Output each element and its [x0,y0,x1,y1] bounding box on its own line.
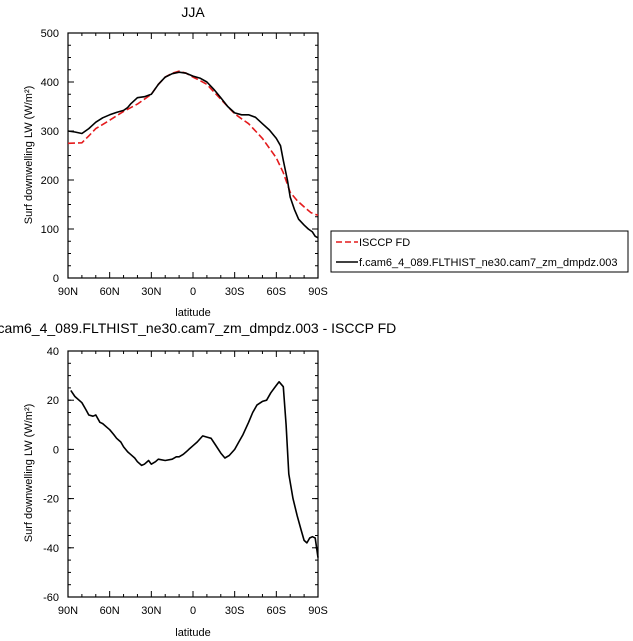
bottom-chart-difference: f.cam6_4_089.FLTHIST_ne30.cam7_zm_dmpdz.… [0,320,396,639]
bottom-chart-x-tick-label: 0 [190,605,196,617]
top-chart-plot-frame [67,32,319,279]
legend-box [330,230,629,273]
bottom-chart-x-tick-label: 60N [100,605,120,617]
bottom-chart-series-line-0 [70,381,319,558]
bottom-chart-x-tick-label: 90N [58,605,78,617]
top-chart-y-tick-label: 0 [53,273,59,285]
legend-label-isccp-fd: ISCCP FD [359,237,410,249]
bottom-chart-x-tick-label: 90S [308,605,328,617]
top-chart-legend: ISCCP FD f.cam6_4_089.FLTHIST_ne30.cam7_… [330,230,629,273]
top-chart-x-tick-label: 30N [141,286,161,298]
bottom-chart-y-tick-label: 40 [47,346,59,358]
bottom-chart-y-tick-label: 20 [47,395,59,407]
top-chart-series-line-1 [67,71,319,239]
top-chart-title: JJA [181,4,205,20]
top-chart-absolute-lw: JJA 90N 60N 30N 0 30S 60S 90S0100200300400500 … [23,4,328,319]
top-chart-y-tick-label: 100 [41,224,59,236]
top-chart-x-tick-label: 30S [225,286,245,298]
bottom-chart-y-tick-label: -60 [43,592,59,604]
bottom-chart-x-tick-label: 30S [225,605,245,617]
top-chart-x-tick-label: 90S [308,286,328,298]
top-chart-x-tick-label: 60S [267,286,287,298]
bottom-chart-y-tick-label: 0 [53,444,59,456]
top-chart-x-tick-label: 60N [100,286,120,298]
bottom-chart-y-tick-label: -40 [43,543,59,555]
bottom-chart-title: f.cam6_4_089.FLTHIST_ne30.cam7_zm_dmpdz.… [0,320,396,336]
top-chart-y-tick-label: 300 [41,126,59,138]
top-chart-x-tick-label: 0 [190,286,196,298]
top-chart-x-axis-label: latitude [175,307,210,319]
bottom-chart-x-tick-label: 30N [141,605,161,617]
bottom-chart-x-axis-label: latitude [175,627,210,639]
top-chart-y-tick-label: 200 [41,175,59,187]
bottom-chart-plot-frame [67,350,319,598]
top-chart-series-line-0 [67,70,319,217]
top-chart-y-tick-label: 400 [41,77,59,89]
top-chart-y-axis-label: Surf downwelling LW (W/m²) [23,86,35,225]
bottom-chart-y-tick-label: -20 [43,494,59,506]
bottom-chart-y-axis-label: Surf downwelling LW (W/m²) [23,404,35,543]
top-chart-x-tick-label: 90N [58,286,78,298]
top-chart-y-tick-label: 500 [41,28,59,40]
bottom-chart-x-tick-label: 60S [267,605,287,617]
legend-label-model: f.cam6_4_089.FLTHIST_ne30.cam7_zm_dmpdz.… [359,257,617,269]
